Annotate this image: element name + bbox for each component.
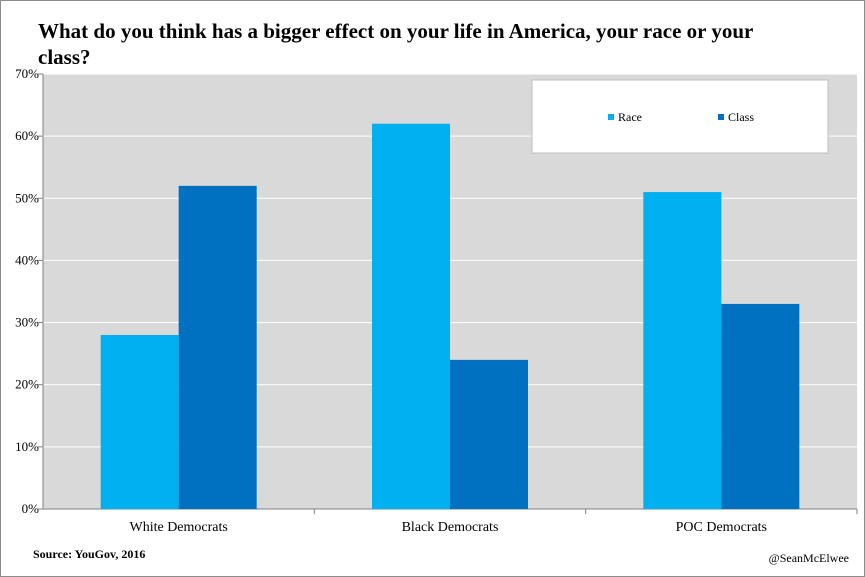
legend-label-class: Class <box>728 110 754 124</box>
bar-class-white-democrats <box>178 185 257 509</box>
x-tick-label: Black Democrats <box>402 520 499 535</box>
legend-swatch-class <box>718 114 724 120</box>
legend-box <box>531 79 829 154</box>
bar-race-black-democrats <box>372 123 450 509</box>
y-tick-label: 50% <box>15 190 39 205</box>
legend-label-race: Race <box>618 110 642 124</box>
y-tick-label: 40% <box>15 252 39 267</box>
chart-title: What do you think has a bigger effect on… <box>38 19 753 69</box>
y-tick-label: 30% <box>15 315 39 330</box>
x-tick-label: White Democrats <box>129 520 227 535</box>
y-tick-label: 70% <box>15 66 39 81</box>
y-tick-label: 0% <box>22 501 40 516</box>
legend-swatch-race <box>608 114 614 120</box>
bar-race-white-democrats <box>100 335 179 509</box>
bar-class-black-democrats <box>450 359 528 509</box>
bar-class-poc-democrats <box>721 303 800 509</box>
y-tick-label: 20% <box>15 377 39 392</box>
y-tick-label: 10% <box>15 439 39 454</box>
bar-race-poc-democrats <box>643 192 722 510</box>
source-note: Source: YouGov, 2016 <box>33 547 146 561</box>
x-tick-label: POC Democrats <box>676 520 767 535</box>
credit-note: @SeanMcElwee <box>768 551 849 565</box>
y-tick-label: 60% <box>15 128 39 143</box>
